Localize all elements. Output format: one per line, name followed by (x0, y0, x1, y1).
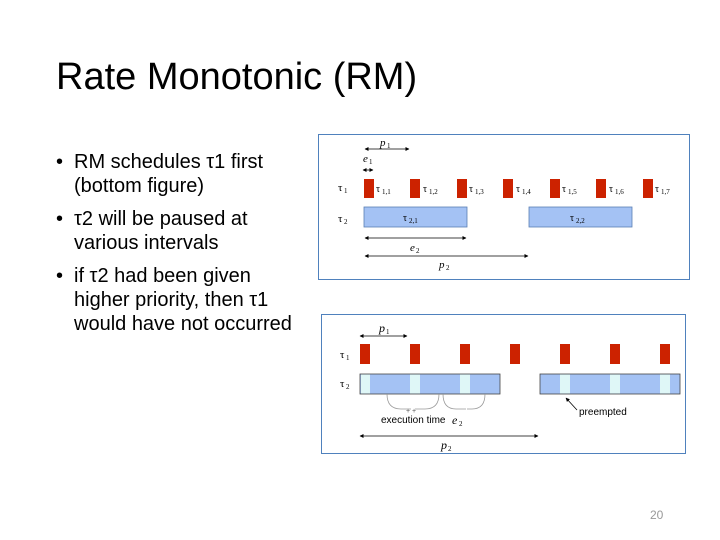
preempt-gap (560, 374, 570, 394)
tau2-label: τ (340, 378, 345, 390)
svg-text:τ: τ (403, 213, 407, 224)
tau1-job (510, 344, 520, 364)
svg-text:τ: τ (469, 184, 473, 195)
svg-text:τ: τ (376, 184, 380, 195)
slide-title: Rate Monotonic (RM) (56, 56, 418, 98)
bottom-schedule-diagram: p 1 τ 1 τ 2 + + execution time e 2 preem… (321, 314, 686, 454)
bullet-list: RM schedules τ1 first (bottom figure) τ2… (56, 150, 306, 345)
tau1-job: τ 1,4 (503, 179, 531, 198)
p2-sub: 2 (446, 264, 450, 272)
p1-label: p (379, 137, 386, 149)
svg-text:1,1: 1,1 (382, 188, 391, 196)
e1-label: e (363, 153, 368, 165)
tau1-job: τ 1,3 (457, 179, 484, 198)
svg-text:2,1: 2,1 (409, 217, 418, 225)
tau1-job: τ 1,1 (364, 179, 391, 198)
preempt-gap (410, 374, 420, 394)
plus-marks: + + (406, 408, 416, 415)
bullet-item: RM schedules τ1 first (bottom figure) (56, 150, 306, 198)
e2-sub: 2 (459, 420, 463, 428)
tau1-label: τ (338, 182, 343, 194)
p1-label: p (378, 321, 385, 335)
preempted-arrow (565, 397, 578, 411)
tau1-job: τ 1,7 (643, 179, 670, 198)
e1-sub: 1 (369, 158, 373, 166)
bullet-item: if τ2 had been given higher priority, th… (56, 264, 306, 336)
top-schedule-diagram: p 1 e 1 τ 1 τ 2 τ 1,1 τ 1,2 τ 1,3 τ 1,4 τ 1,5… (318, 134, 690, 280)
svg-text:τ: τ (423, 184, 427, 195)
page-number: 20 (650, 508, 664, 522)
execution-time-label: execution time (381, 415, 446, 426)
tau1-job: τ 1,5 (550, 179, 577, 198)
svg-text:1,4: 1,4 (522, 188, 531, 196)
p1-sub: 1 (386, 328, 390, 336)
tau1-sub: 1 (344, 187, 348, 195)
svg-text:1,3: 1,3 (475, 188, 484, 196)
preempt-gap (361, 374, 370, 394)
tau1-job (410, 344, 420, 364)
tau2-sub: 2 (346, 383, 350, 391)
tau2-job (359, 373, 501, 395)
p2-label: p (438, 259, 445, 271)
svg-text:2,2: 2,2 (576, 217, 585, 225)
e2-label: e (452, 413, 458, 427)
tau2-job: τ 2,2 (528, 206, 633, 228)
preempted-label: preempted (579, 407, 627, 418)
exec-brace (442, 393, 466, 410)
svg-text:1,5: 1,5 (568, 188, 577, 196)
tau2-sub: 2 (344, 218, 348, 226)
svg-text:1,7: 1,7 (661, 188, 670, 196)
tau1-sub: 1 (346, 354, 350, 362)
preempt-gap (460, 374, 470, 394)
svg-text:τ: τ (562, 184, 566, 195)
p1-sub: 1 (387, 142, 391, 150)
tau1-job (460, 344, 470, 364)
tau1-job: τ 1,2 (410, 179, 438, 198)
p2-sub: 2 (448, 445, 452, 453)
tau1-job: τ 1,6 (596, 179, 624, 198)
preempt-gap (610, 374, 620, 394)
svg-text:1,6: 1,6 (615, 188, 624, 196)
tau2-label: τ (338, 213, 343, 225)
e2-sub: 2 (416, 247, 420, 255)
tau1-job (560, 344, 570, 364)
tau1-job (360, 344, 370, 364)
tau1-job (610, 344, 620, 364)
svg-text:τ: τ (609, 184, 613, 195)
exec-brace (467, 393, 486, 410)
exec-brace (386, 393, 411, 410)
bullet-item: τ2 will be paused at various intervals (56, 207, 306, 255)
tau1-job (660, 344, 670, 364)
tau2-job: τ 2,1 (363, 206, 468, 228)
e2-label: e (410, 242, 415, 254)
svg-text:τ: τ (570, 213, 574, 224)
svg-text:τ: τ (516, 184, 520, 195)
tau1-label: τ (340, 349, 345, 361)
exec-brace (415, 393, 440, 410)
p2-label: p (440, 438, 447, 452)
tau2-job (539, 373, 681, 395)
svg-text:τ: τ (655, 184, 659, 195)
preempt-gap (660, 374, 670, 394)
svg-text:1,2: 1,2 (429, 188, 438, 196)
